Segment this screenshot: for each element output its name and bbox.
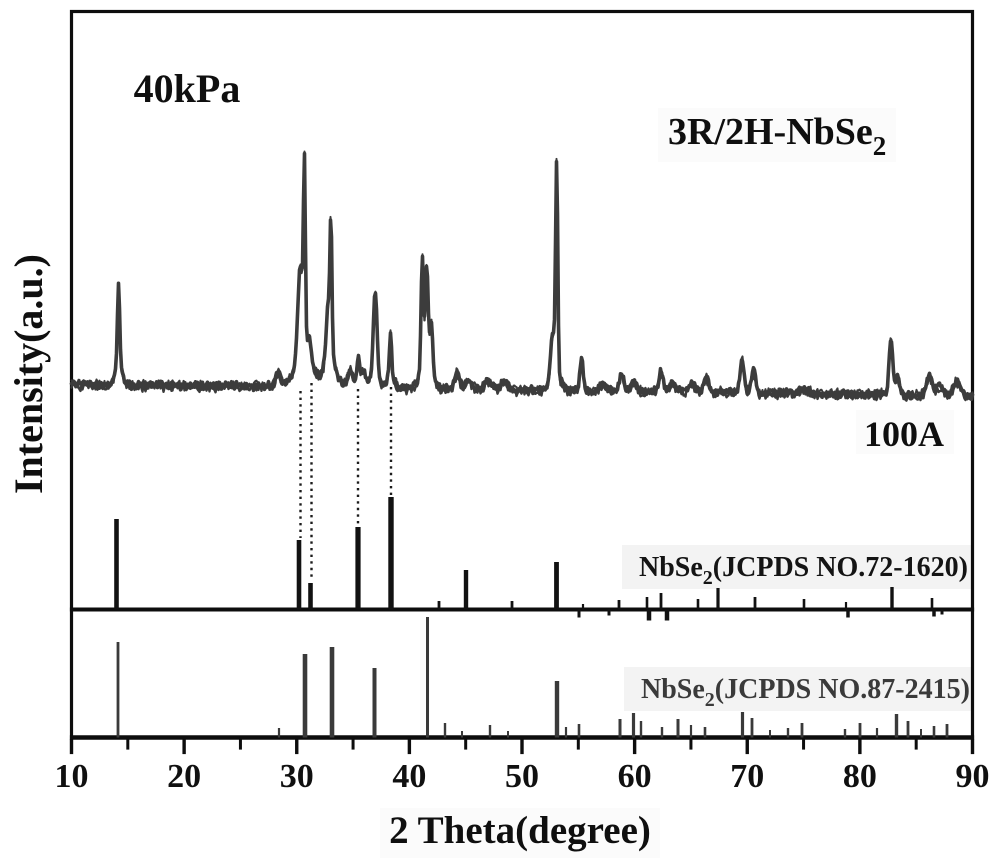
svg-text:90: 90 <box>956 758 990 795</box>
svg-text:NbSe2(JCPDS NO.87-2415): NbSe2(JCPDS NO.87-2415) <box>641 674 970 711</box>
svg-text:50: 50 <box>505 758 539 795</box>
svg-text:80: 80 <box>843 758 877 795</box>
svg-text:40kPa: 40kPa <box>134 66 241 111</box>
svg-text:NbSe2(JCPDS NO.72-1620): NbSe2(JCPDS NO.72-1620) <box>639 552 968 589</box>
svg-text:100A: 100A <box>864 414 944 454</box>
svg-text:3R/2H-NbSe2: 3R/2H-NbSe2 <box>668 111 886 161</box>
svg-text:40: 40 <box>392 758 426 795</box>
svg-text:10: 10 <box>55 758 89 795</box>
svg-text:30: 30 <box>280 758 314 795</box>
svg-text:70: 70 <box>730 758 764 795</box>
svg-text:Intensity(a.u.): Intensity(a.u.) <box>6 254 51 494</box>
svg-text:20: 20 <box>167 758 201 795</box>
svg-text:2 Theta(degree): 2 Theta(degree) <box>389 809 651 852</box>
svg-text:60: 60 <box>618 758 652 795</box>
